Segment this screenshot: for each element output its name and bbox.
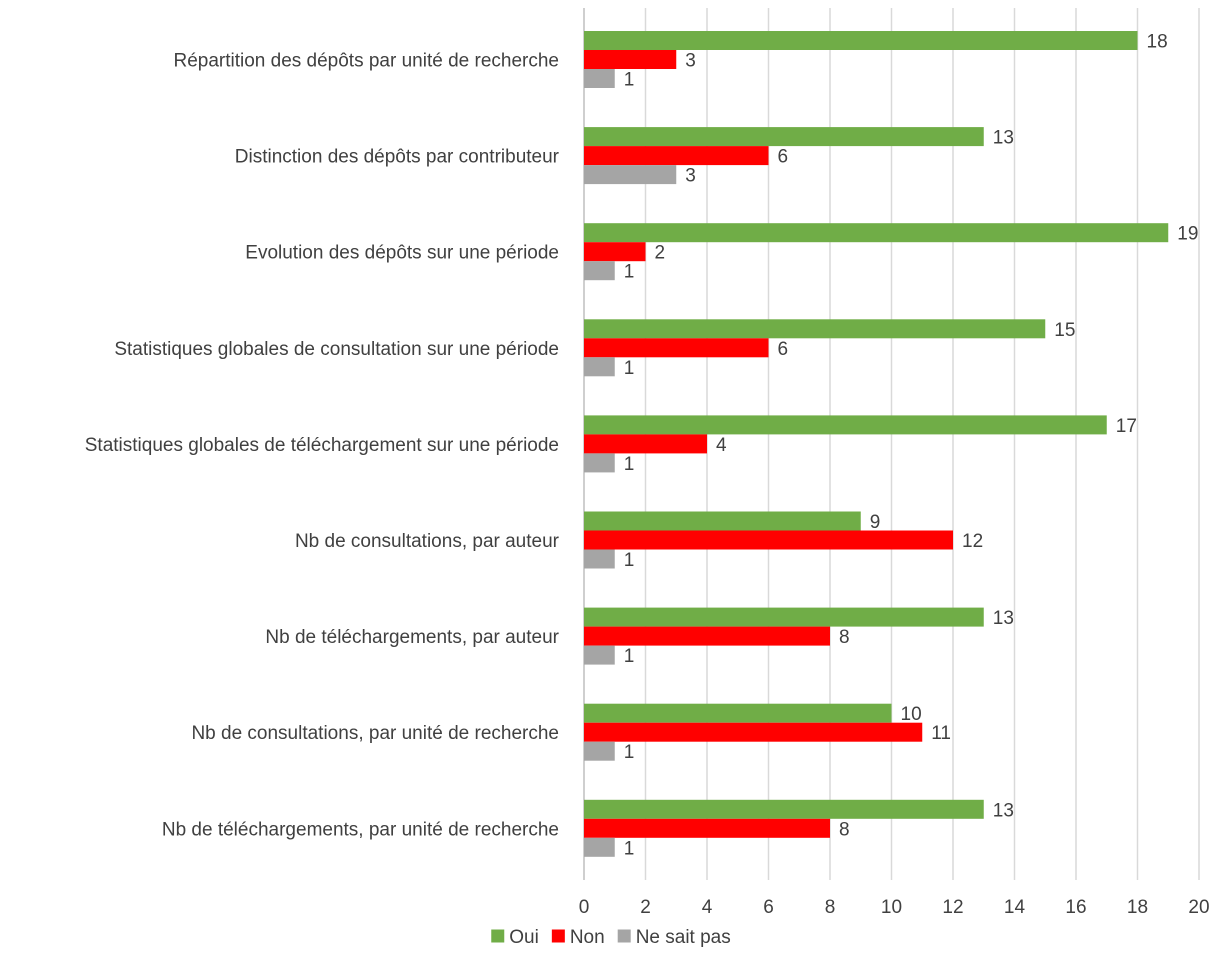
x-tick-label: 6: [763, 897, 774, 918]
x-tick-label: 2: [640, 897, 651, 918]
legend-label: Ne sait pas: [636, 927, 731, 948]
bar-ne-sait-pas: [584, 645, 615, 665]
bar-non: [584, 626, 830, 646]
x-tick-label: 14: [1004, 897, 1026, 918]
category-label: Statistiques globales de téléchargement …: [85, 435, 559, 456]
bar-non: [584, 722, 923, 742]
bar-oui: [584, 415, 1107, 435]
data-label: 1: [624, 838, 635, 859]
bar-ne-sait-pas: [584, 165, 677, 185]
data-label: 3: [685, 51, 696, 72]
legend-swatch: [551, 929, 565, 943]
category-label: Statistiques globales de consultation su…: [114, 339, 559, 360]
legend-item-ne-sait-pas[interactable]: Ne sait pas: [617, 927, 731, 948]
x-tick-label: 18: [1127, 897, 1148, 918]
data-label: 8: [839, 819, 850, 840]
category-label: Nb de téléchargements, par auteur: [265, 627, 559, 648]
bar-oui: [584, 319, 1046, 339]
data-label: 6: [778, 339, 789, 360]
x-tick-label: 8: [825, 897, 836, 918]
legend-label: Oui: [509, 927, 539, 948]
bar-ne-sait-pas: [584, 357, 615, 377]
bar-oui: [584, 127, 984, 147]
legend[interactable]: Oui Non Ne sait pas: [491, 927, 731, 948]
data-label: 4: [716, 435, 727, 456]
x-tick-label: 16: [1065, 897, 1086, 918]
data-label: 19: [1177, 224, 1198, 245]
bar-ne-sait-pas: [584, 69, 615, 88]
bar-non: [584, 818, 830, 838]
data-label: 1: [624, 742, 635, 763]
bar-ne-sait-pas: [584, 741, 615, 761]
category-labels: Répartition des dépôts par unité de rech…: [85, 51, 560, 841]
data-label: 13: [993, 608, 1014, 629]
data-label: 1: [624, 646, 635, 667]
x-tick-label: 20: [1188, 897, 1209, 918]
category-label: Evolution des dépôts sur une période: [245, 243, 559, 264]
category-label: Nb de consultations, par auteur: [295, 531, 560, 552]
bar-ne-sait-pas: [584, 549, 615, 569]
bar-oui: [584, 223, 1169, 243]
x-tick-label: 0: [579, 897, 590, 918]
bar-oui: [584, 511, 861, 531]
bar-ne-sait-pas: [584, 261, 615, 281]
category-label: Nb de consultations, par unité de recher…: [191, 723, 559, 744]
data-label: 11: [931, 723, 951, 744]
bar-oui: [584, 31, 1138, 50]
bar-non: [584, 530, 953, 550]
data-label: 10: [901, 704, 922, 725]
x-tick-label: 4: [702, 897, 713, 918]
legend-label: Non: [570, 927, 605, 948]
bar-non: [584, 242, 646, 262]
bar-non: [584, 146, 769, 166]
data-label: 17: [1116, 416, 1137, 437]
legend-item-non[interactable]: Non: [551, 927, 605, 948]
x-tick-labels: 0 2 4 6 8 10 12 14 16 18 20: [579, 897, 1210, 918]
data-label: 13: [993, 800, 1014, 821]
bar-ne-sait-pas: [584, 453, 615, 473]
data-label: 13: [993, 128, 1014, 149]
bar-oui: [584, 703, 892, 723]
category-label: Nb de téléchargements, par unité de rech…: [162, 819, 559, 840]
data-label: 3: [685, 166, 696, 187]
legend-swatch: [617, 929, 631, 943]
bar-non: [584, 338, 769, 358]
data-label: 8: [839, 627, 850, 648]
data-label: 18: [1147, 32, 1168, 53]
data-label: 1: [624, 454, 635, 475]
data-label: 1: [624, 70, 635, 91]
data-label: 1: [624, 550, 635, 571]
category-label: Répartition des dépôts par unité de rech…: [173, 51, 559, 72]
data-label: 9: [870, 512, 881, 533]
legend-swatch: [491, 929, 505, 943]
bar-non: [584, 434, 707, 454]
bar-oui: [584, 799, 984, 819]
bars: [584, 31, 1169, 857]
data-label: 1: [624, 262, 635, 283]
category-label: Distinction des dépôts par contributeur: [235, 147, 560, 168]
data-label: 1: [624, 358, 635, 379]
legend-item-oui[interactable]: Oui: [491, 927, 539, 948]
bar-non: [584, 50, 677, 69]
data-label: 12: [962, 531, 983, 552]
bar-ne-sait-pas: [584, 837, 615, 857]
x-tick-label: 12: [942, 897, 963, 918]
data-label: 6: [778, 147, 789, 168]
data-label: 15: [1054, 320, 1075, 341]
bar-oui: [584, 607, 984, 627]
x-tick-label: 10: [881, 897, 902, 918]
data-label: 2: [655, 243, 666, 264]
